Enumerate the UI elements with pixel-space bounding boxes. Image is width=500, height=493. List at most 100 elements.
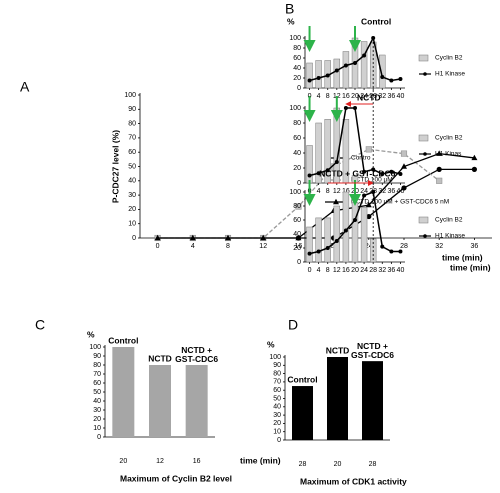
y-tick-label: 90 <box>128 106 136 113</box>
x-tick-label: 20 <box>351 93 359 100</box>
x-tick-label: 24 <box>365 243 373 250</box>
legend-label: Contro <box>351 155 371 162</box>
y-tick-label: 90 <box>273 362 281 369</box>
x-tick-label: 16 <box>342 93 350 100</box>
point <box>260 234 267 241</box>
panel-letter: D <box>288 317 298 333</box>
y-tick-label: 10 <box>128 221 136 228</box>
x-tick-label: 40 <box>397 188 405 195</box>
x-tick-label: 36 <box>387 93 395 100</box>
x-tick-label: 4 <box>191 243 195 250</box>
y-tick-label: 100 <box>89 344 101 351</box>
bar-label: Control <box>287 374 317 384</box>
point <box>353 106 357 110</box>
bar <box>306 62 313 89</box>
point <box>436 166 442 172</box>
point <box>398 77 403 81</box>
point <box>316 249 321 254</box>
point <box>389 78 394 83</box>
x-tick-label: 12 <box>333 188 341 195</box>
point <box>307 78 312 83</box>
x-tick-label: 4 <box>317 93 321 100</box>
y-tick-label: 40 <box>293 65 301 72</box>
bar <box>292 386 313 440</box>
bar <box>185 365 208 437</box>
point <box>334 68 339 73</box>
bar-label: NCTD <box>326 345 350 355</box>
point <box>325 246 330 250</box>
point <box>380 244 385 249</box>
legend-label: Cyclin B2 <box>435 135 463 142</box>
caption: Maximum of CDK1 activity <box>300 476 407 486</box>
point <box>154 234 161 241</box>
x-tick-label: 28 <box>369 267 377 274</box>
point <box>343 63 348 68</box>
point <box>307 251 312 256</box>
legend-label: H1 Kinas <box>435 151 462 158</box>
y-tick-label: 80 <box>293 203 301 210</box>
y-tick-label: 70 <box>273 379 281 386</box>
y-tick-label: 100 <box>289 105 301 112</box>
x-tick-label: 0 <box>156 243 160 250</box>
y-tick-label: 60 <box>128 149 136 156</box>
bar <box>333 205 341 263</box>
x-tick-label: 32 <box>378 188 386 195</box>
point <box>325 73 330 78</box>
legend-label: Cyclin B2 <box>435 217 463 224</box>
point <box>471 154 478 161</box>
x-tick-label: 40 <box>397 267 405 274</box>
point <box>398 249 403 254</box>
bar <box>327 357 348 440</box>
y-tick-label: 60 <box>93 380 101 387</box>
annotation: NCTD <box>357 92 381 102</box>
bar <box>342 51 350 89</box>
bar <box>315 122 322 184</box>
x-tick-label: 24 <box>360 188 368 195</box>
y-tick-label: 80 <box>293 45 301 52</box>
bar-label: Control <box>108 335 138 345</box>
point <box>471 166 477 172</box>
point <box>362 193 367 198</box>
x-axis-label: time (min) <box>240 455 281 465</box>
y-tick-label: 30 <box>273 412 281 419</box>
caption: Maximum of Cyclin B2 level <box>120 473 232 483</box>
bar <box>112 347 135 437</box>
series-line <box>309 107 401 177</box>
point <box>316 76 321 80</box>
y-tick-label: 40 <box>128 178 136 185</box>
y-tick-label: 20 <box>293 245 301 252</box>
panel-letter: B <box>285 1 294 17</box>
x-tick-label: 32 <box>378 93 386 100</box>
x-tick-label: 36 <box>387 188 395 195</box>
y-tick-label: 0 <box>297 85 301 92</box>
y-axis-label: % <box>87 329 95 339</box>
x-tick-label: 16 <box>295 243 303 250</box>
x-tick-label: 4 <box>317 267 321 274</box>
point <box>334 160 339 164</box>
x-tick-label: 12 <box>156 458 164 465</box>
x-tick-label: 36 <box>387 267 395 274</box>
y-axis-label: % <box>287 16 295 26</box>
legend-marker <box>333 198 339 205</box>
x-tick-label: 20 <box>119 458 127 465</box>
legend-marker <box>423 234 427 238</box>
y-tick-label: 100 <box>289 189 301 196</box>
x-tick-label: 0 <box>308 267 312 274</box>
x-tick-label: 20 <box>334 461 342 468</box>
x-tick-label: 20 <box>351 267 359 274</box>
legend-label: Cyclin B2 <box>435 55 463 62</box>
y-tick-label: 20 <box>93 416 101 423</box>
y-tick-label: 80 <box>93 362 101 369</box>
bar <box>379 54 386 89</box>
y-tick-label: 30 <box>93 407 101 414</box>
y-tick-label: 10 <box>93 425 101 432</box>
x-tick-label: 12 <box>333 267 341 274</box>
y-tick-label: 60 <box>293 135 301 142</box>
bar <box>351 202 359 263</box>
x-tick-label: 8 <box>326 267 330 274</box>
point <box>225 234 231 241</box>
y-tick-label: 40 <box>293 150 301 157</box>
x-tick-label: 16 <box>342 188 350 195</box>
point <box>366 213 372 220</box>
y-tick-label: 20 <box>128 206 136 213</box>
